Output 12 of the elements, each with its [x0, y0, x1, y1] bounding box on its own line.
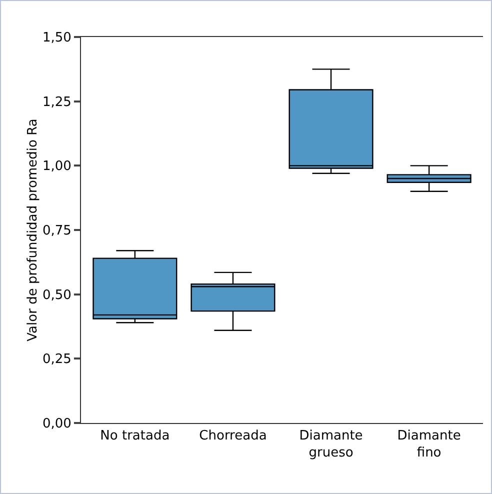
- x-tick-label: Chorreada: [199, 428, 267, 444]
- y-tick-label: 0,50: [42, 288, 72, 303]
- y-tick-label: 1,50: [42, 30, 72, 46]
- y-tick-label: 1,00: [42, 159, 72, 174]
- x-tick-label: Diamante fino: [397, 428, 461, 460]
- y-tick-label: 0,00: [42, 416, 72, 432]
- y-axis-title: Valor de profundidad promedio Ra: [25, 118, 40, 342]
- y-tick-label: 0,25: [42, 352, 72, 368]
- x-tick-label: Diamante grueso: [299, 428, 363, 460]
- x-tick-label: No tratada: [100, 428, 170, 444]
- y-tick-label: 0,75: [42, 224, 72, 239]
- y-tick-label: 1,25: [42, 94, 72, 110]
